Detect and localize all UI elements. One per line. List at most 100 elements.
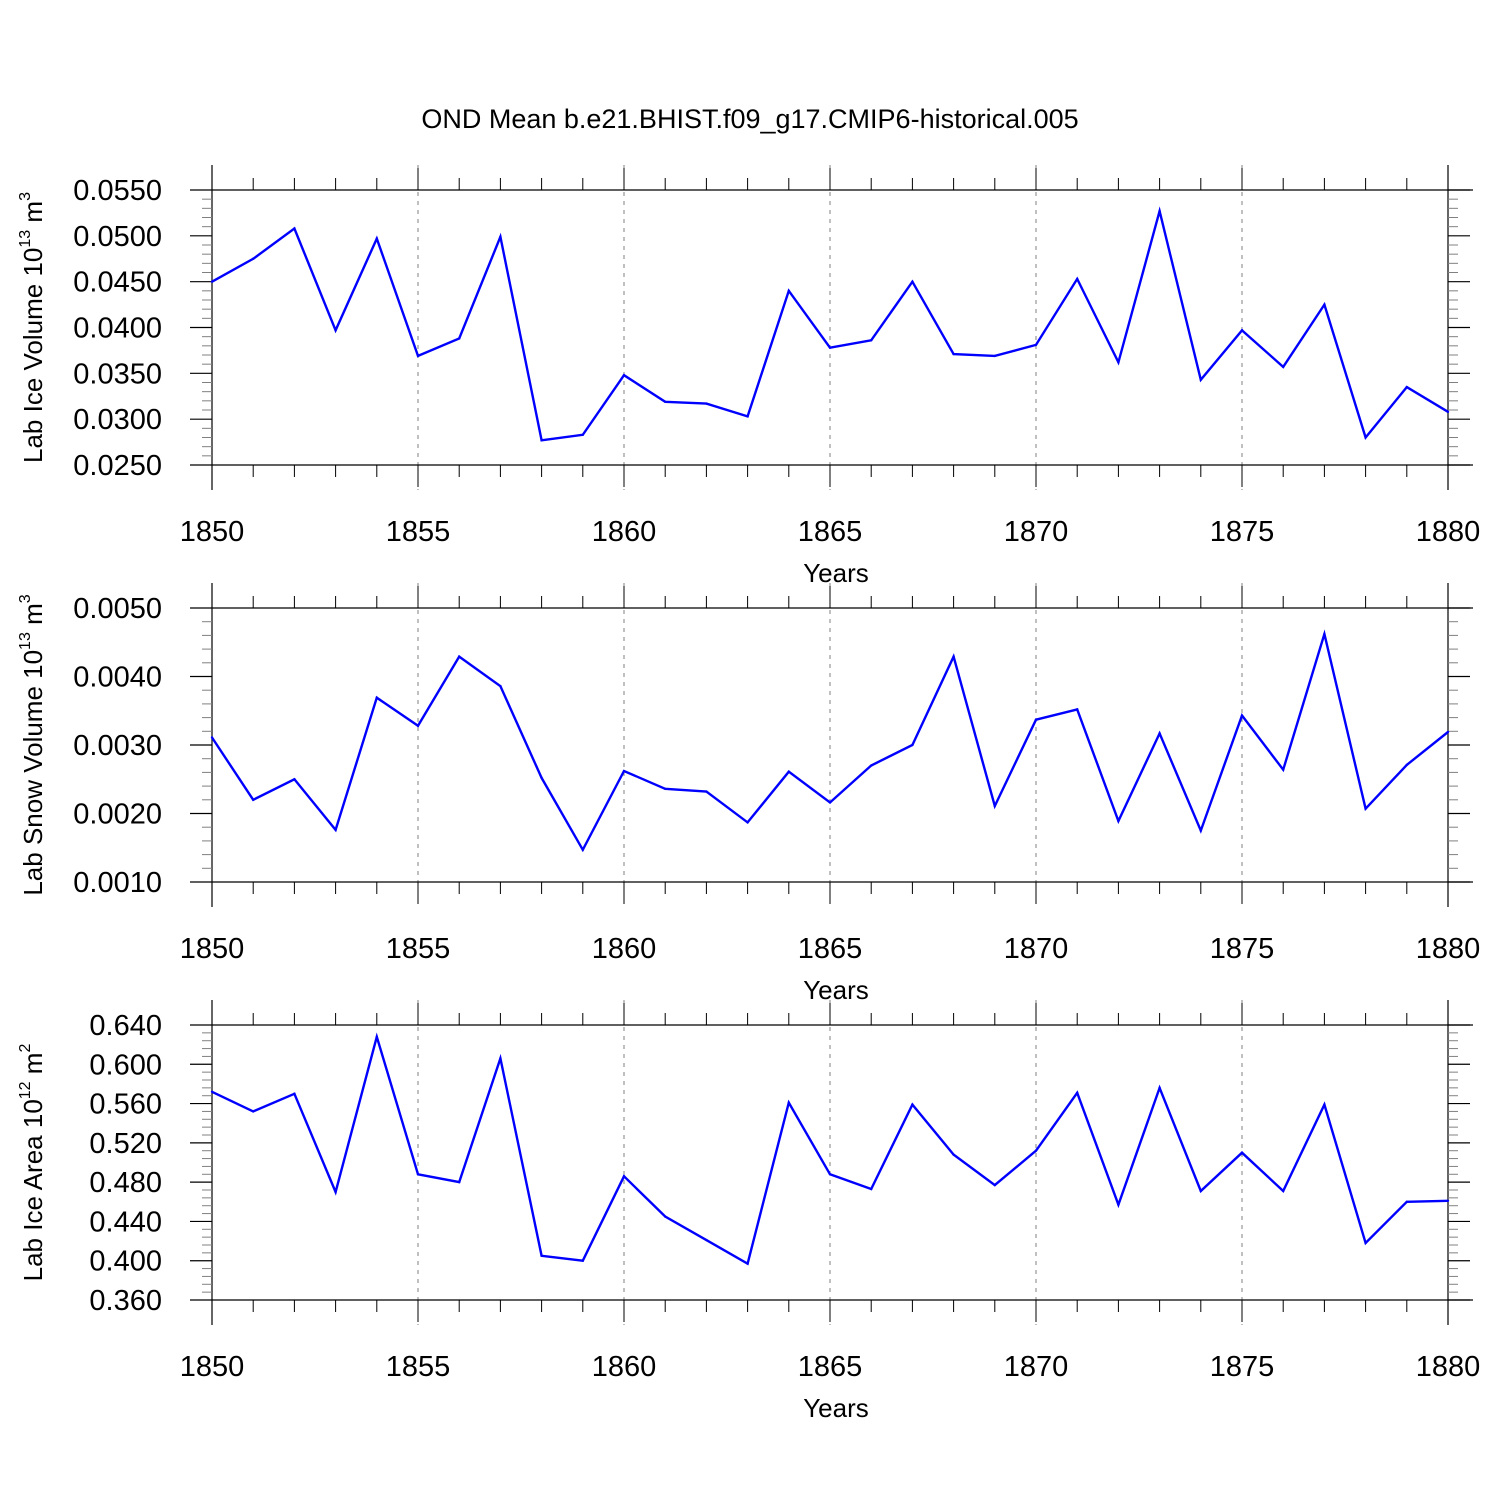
data-point — [1364, 807, 1367, 810]
x-tick-label: 1865 — [798, 933, 863, 965]
data-point — [993, 354, 996, 358]
data-point — [1446, 410, 1450, 414]
x-tick-label: 1880 — [1416, 933, 1481, 965]
data-point — [581, 1259, 584, 1262]
x-tick-label: 1850 — [180, 1351, 245, 1383]
data-point — [252, 1110, 255, 1113]
data-point — [334, 828, 337, 832]
y-tick-label: 0.480 — [89, 1167, 162, 1199]
y-tick-label: 0.360 — [89, 1285, 162, 1317]
data-point — [375, 1035, 378, 1038]
x-tick-label: 1865 — [798, 516, 863, 548]
data-point — [210, 280, 214, 283]
data-point — [293, 1092, 296, 1095]
data-point — [1240, 714, 1244, 717]
data-point — [416, 354, 420, 358]
data-point — [581, 433, 584, 436]
series-line — [211, 206, 1449, 442]
y-axis-label-unit-exponent: 2 — [17, 1044, 34, 1053]
y-axis-label-unit-exponent: 3 — [17, 594, 34, 603]
y-tick-label: 0.0050 — [73, 593, 162, 625]
data-point — [1364, 1241, 1367, 1245]
x-tick-label: 1880 — [1416, 1351, 1481, 1383]
x-tick-label: 1850 — [180, 933, 245, 965]
y-tick-label: 0.0010 — [73, 867, 162, 899]
data-point — [1158, 209, 1161, 213]
y-axis-label-unit: m — [18, 603, 48, 632]
data-point — [952, 352, 955, 356]
x-tick-label: 1860 — [592, 933, 657, 965]
data-point — [622, 769, 626, 773]
data-point — [1323, 1103, 1326, 1106]
panel-1: 0.0250 0.0300 0.0350 0.0400 0.0450 0.0500 0.05… — [17, 165, 1480, 588]
y-tick-label: 0.0400 — [73, 313, 162, 345]
data-point — [828, 801, 832, 804]
data-point — [828, 346, 832, 349]
y-axis-label-text: Lab Snow Volume 10 — [18, 650, 48, 896]
x-tick-label: 1855 — [386, 1351, 451, 1383]
x-tick-label: 1860 — [592, 516, 657, 548]
y-tick-label: 0.600 — [89, 1049, 162, 1081]
data-point — [870, 339, 873, 342]
data-point — [993, 804, 996, 808]
figure-title: OND Mean b.e21.BHIST.f09_g17.CMIP6-histo… — [421, 104, 1078, 134]
data-point — [1117, 361, 1120, 364]
y-tick-label: 0.0040 — [73, 662, 162, 694]
data-point — [870, 764, 873, 767]
data-point — [664, 400, 667, 403]
data-point — [1158, 732, 1161, 735]
data-point — [375, 696, 378, 699]
data-point — [375, 237, 378, 240]
y-tick-label: 0.0030 — [73, 730, 162, 762]
data-point — [1240, 1151, 1244, 1154]
panel-2: 0.0010 0.0020 0.0030 0.0040 0.0050 1850 1855 18… — [17, 583, 1480, 1005]
data-point — [1446, 730, 1450, 734]
y-tick-label: 0.520 — [89, 1128, 162, 1160]
data-point — [1323, 303, 1326, 306]
y-tick-label: 0.400 — [89, 1246, 162, 1278]
y-axis-label-text: Lab Ice Area 10 — [18, 1099, 48, 1281]
data-point — [1240, 329, 1244, 332]
data-point — [911, 280, 914, 283]
y-axis-label-unit: m — [18, 201, 48, 230]
data-point — [1034, 1149, 1038, 1152]
data-point — [334, 1190, 337, 1194]
data-point — [1034, 718, 1038, 721]
data-point — [1405, 763, 1409, 767]
data-point — [458, 655, 461, 658]
data-point — [622, 1175, 626, 1178]
panel-3: 0.360 0.400 0.440 0.480 0.520 0.560 0.600 0.640… — [17, 1000, 1480, 1423]
data-point — [1117, 819, 1120, 823]
data-point — [1199, 1189, 1203, 1193]
data-point — [499, 235, 502, 238]
x-tick-label: 1865 — [798, 1351, 863, 1383]
x-axis-label: Years — [803, 1393, 869, 1423]
x-tick-label: 1855 — [386, 933, 451, 965]
data-point — [499, 1057, 502, 1060]
data-point — [1158, 1086, 1161, 1090]
y-tick-label: 0.0300 — [73, 404, 162, 436]
data-point — [1117, 1203, 1120, 1206]
data-point — [993, 1183, 996, 1187]
data-point — [1446, 1199, 1450, 1203]
x-tick-label: 1875 — [1210, 1351, 1275, 1383]
y-axis-label-exponent: 13 — [17, 632, 34, 650]
x-tick-label: 1870 — [1004, 516, 1069, 548]
data-point — [416, 1173, 420, 1176]
data-point — [252, 798, 255, 801]
data-point — [458, 337, 461, 340]
data-point — [1282, 365, 1285, 369]
y-axis-label-unit-exponent: 3 — [17, 192, 34, 201]
data-point — [911, 1103, 914, 1106]
data-point — [911, 743, 914, 747]
data-point — [210, 1090, 214, 1093]
data-point — [746, 1262, 749, 1265]
y-tick-label: 0.0450 — [73, 267, 162, 299]
data-point — [622, 373, 626, 377]
data-point — [705, 402, 708, 405]
y-tick-label: 0.0250 — [73, 450, 162, 482]
series-line — [211, 1032, 1449, 1266]
data-point — [499, 684, 502, 688]
data-point — [952, 655, 955, 658]
